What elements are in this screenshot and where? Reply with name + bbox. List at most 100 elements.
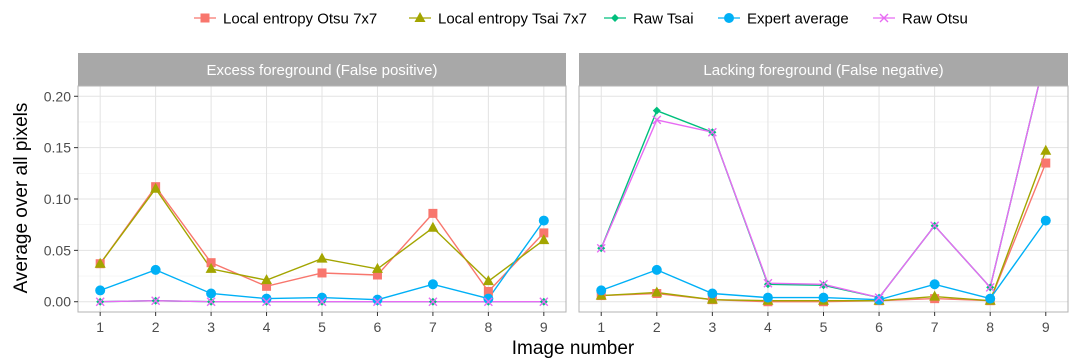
x-tick-label: 1 xyxy=(597,319,605,335)
x-tick-label: 7 xyxy=(931,319,939,335)
data-point-raw-otsu xyxy=(483,297,493,307)
data-point-local-entropy-otsu-7x7 xyxy=(317,268,327,278)
data-point-local-entropy-tsai-7x7 xyxy=(651,286,663,297)
x-tick-label: 2 xyxy=(653,319,661,335)
data-point-local-entropy-otsu-7x7 xyxy=(262,281,272,291)
data-point-expert-average xyxy=(874,294,885,305)
data-point-raw-otsu xyxy=(707,127,717,137)
legend-key-square-marker xyxy=(200,13,210,23)
x-tick-label: 6 xyxy=(374,319,382,335)
data-point-expert-average xyxy=(206,288,217,299)
data-point-expert-average xyxy=(95,285,106,296)
x-tick-label: 2 xyxy=(152,319,160,335)
legend-label: Local entropy Otsu 7x7 xyxy=(223,11,377,28)
facet-title: Excess foreground (False positive) xyxy=(207,62,438,79)
data-point-local-entropy-tsai-7x7 xyxy=(929,290,941,301)
data-point-expert-average xyxy=(818,292,829,303)
data-point-expert-average xyxy=(762,292,773,303)
legend-item-local-entropy-otsu-7x7: Local entropy Otsu 7x7 xyxy=(194,11,377,28)
data-point-local-entropy-otsu-7x7 xyxy=(428,208,438,218)
data-point-expert-average xyxy=(1040,215,1051,226)
data-point-raw-otsu xyxy=(95,297,105,307)
y-axis: 0.00 0.05 0.10 0.15 0.20 xyxy=(44,88,78,310)
data-point-raw-otsu xyxy=(317,297,327,307)
legend-item-raw-tsai: Raw Tsai xyxy=(604,11,694,28)
x-tick-label: 4 xyxy=(263,319,271,335)
data-point-local-entropy-tsai-7x7 xyxy=(371,262,383,273)
facet-strip xyxy=(579,53,1068,86)
legend-key-diamond-marker xyxy=(611,14,619,22)
data-point-raw-otsu xyxy=(596,243,606,253)
x-tick-label: 9 xyxy=(1042,319,1050,335)
x-tick-label: 5 xyxy=(820,319,828,335)
data-point-local-entropy-tsai-7x7 xyxy=(427,221,439,232)
legend-label: Local entropy Tsai 7x7 xyxy=(438,11,587,28)
x-tick-label: 3 xyxy=(708,319,716,335)
facet-strip xyxy=(78,53,566,86)
data-point-local-entropy-tsai-7x7 xyxy=(538,234,550,245)
data-point-local-entropy-otsu-7x7 xyxy=(483,286,493,296)
legend-item-expert-average: Expert average xyxy=(718,11,849,28)
data-point-raw-otsu xyxy=(372,297,382,307)
data-point-expert-average xyxy=(538,215,549,226)
x-tick-label: 5 xyxy=(318,319,326,335)
y-tick-label: 0.00 xyxy=(44,294,71,310)
y-tick-label: 0.10 xyxy=(44,191,71,207)
data-point-raw-otsu xyxy=(262,297,272,307)
data-point-expert-average xyxy=(261,293,272,304)
panel-excess-foreground: Excess foreground (False positive) 1 2 3 4 5 6… xyxy=(77,53,567,335)
series-group xyxy=(595,86,1052,307)
data-point-local-entropy-tsai-7x7 xyxy=(482,275,494,286)
data-point-raw-otsu xyxy=(428,297,438,307)
data-point-local-entropy-tsai-7x7 xyxy=(1040,144,1052,155)
data-point-expert-average xyxy=(372,294,383,305)
x-tick-label: 6 xyxy=(875,319,883,335)
data-point-expert-average xyxy=(596,285,607,296)
data-point-raw-otsu xyxy=(819,279,828,289)
y-axis-title: Average over all pixels xyxy=(11,103,32,294)
data-point-expert-average xyxy=(985,293,996,304)
data-point-expert-average xyxy=(929,279,940,290)
data-point-raw-otsu xyxy=(874,293,884,303)
data-point-raw-otsu xyxy=(652,115,662,125)
data-point-raw-otsu xyxy=(151,296,161,306)
data-point-local-entropy-tsai-7x7 xyxy=(94,257,106,268)
y-tick-label: 0.15 xyxy=(44,140,71,156)
x-tick-label: 8 xyxy=(986,319,994,335)
data-point-local-entropy-otsu-7x7 xyxy=(539,228,549,238)
data-point-raw-tsai xyxy=(819,281,828,290)
y-tick-label: 0.05 xyxy=(44,242,71,258)
legend-label: Raw Otsu xyxy=(902,11,968,28)
legend-key-cross-marker xyxy=(879,13,889,23)
data-point-raw-otsu xyxy=(206,297,216,307)
data-point-expert-average xyxy=(427,279,438,290)
legend-label: Raw Tsai xyxy=(633,11,694,28)
data-point-local-entropy-otsu-7x7 xyxy=(372,270,382,280)
data-point-raw-tsai xyxy=(763,280,772,289)
x-tick-label: 9 xyxy=(540,319,548,335)
data-point-expert-average xyxy=(707,288,718,299)
y-tick-label: 0.20 xyxy=(44,88,71,104)
data-point-raw-tsai xyxy=(652,106,661,115)
x-tick-label: 3 xyxy=(207,319,215,335)
x-axis-title: Image number xyxy=(512,338,635,359)
facet-title: Lacking foreground (False negative) xyxy=(703,62,943,79)
data-point-local-entropy-tsai-7x7 xyxy=(706,293,718,304)
x-tick-label: 1 xyxy=(96,319,104,335)
x-tick-label: 7 xyxy=(429,319,437,335)
data-point-raw-otsu xyxy=(539,297,549,307)
data-point-raw-otsu xyxy=(930,221,940,231)
legend-item-raw-otsu: Raw Otsu xyxy=(873,11,968,28)
legend-key-circle-marker xyxy=(724,13,734,23)
data-point-local-entropy-tsai-7x7 xyxy=(261,274,273,285)
data-point-local-entropy-otsu-7x7 xyxy=(206,258,216,268)
data-point-local-entropy-tsai-7x7 xyxy=(316,252,328,263)
panel-lacking-foreground: Lacking foreground (False negative) 1 2 3 4 5… xyxy=(578,53,1069,335)
data-point-expert-average xyxy=(150,264,161,275)
series-group xyxy=(94,182,550,307)
data-point-raw-otsu xyxy=(985,282,995,292)
data-point-local-entropy-otsu-7x7 xyxy=(1041,158,1051,168)
data-point-raw-otsu xyxy=(763,278,773,288)
data-point-local-entropy-tsai-7x7 xyxy=(150,182,162,193)
